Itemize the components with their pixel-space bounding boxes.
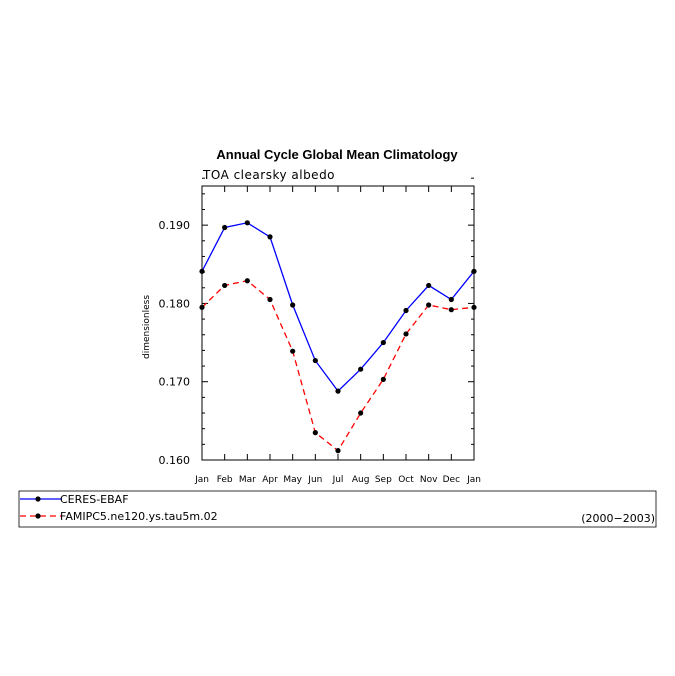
data-point xyxy=(358,410,364,416)
series-line-0 xyxy=(201,222,475,393)
legend-items: CERES-EBAF FAMIPC5.ne120.ys.tau5m.02 xyxy=(20,493,218,523)
y-tick-labels: 0.160 0.170 0.180 0.190 xyxy=(159,219,191,467)
data-point xyxy=(471,268,477,274)
x-tick-label: May xyxy=(283,475,302,485)
data-point xyxy=(448,307,454,313)
x-tick-label: Feb xyxy=(217,475,233,485)
data-point xyxy=(426,282,432,289)
y-tick-label: 0.180 xyxy=(159,297,191,310)
legend-marker-0 xyxy=(35,496,41,502)
data-point xyxy=(312,357,318,364)
legend-box xyxy=(18,490,657,528)
legend-marker-1 xyxy=(35,513,41,519)
data-point xyxy=(426,302,432,308)
x-tick-label: Dec xyxy=(443,475,460,485)
x-tick-label: Jun xyxy=(307,475,322,485)
x-tick-label: Jul xyxy=(332,475,344,485)
x-tick-label: Jan xyxy=(194,475,209,485)
legend-period: (2000−2003) xyxy=(581,512,655,525)
data-point xyxy=(448,296,454,303)
y-tick-label: 0.160 xyxy=(159,454,191,467)
data-point xyxy=(471,304,477,310)
data-point xyxy=(244,220,250,226)
y-tick-label: 0.190 xyxy=(159,219,191,232)
x-tick-label: Oct xyxy=(398,475,414,485)
data-point xyxy=(267,296,273,303)
x-tick-label: Sep xyxy=(375,475,392,485)
x-tick-label: Aug xyxy=(352,475,370,485)
plot-frame xyxy=(201,185,475,461)
series-line-1 xyxy=(201,279,475,452)
data-point xyxy=(244,278,250,284)
data-point xyxy=(335,388,341,394)
data-point xyxy=(290,348,296,354)
data-point xyxy=(222,282,228,289)
data-point xyxy=(222,224,228,231)
data-point xyxy=(358,366,364,372)
legend-label-0: CERES-EBAF xyxy=(60,493,129,506)
x-tick-label: Apr xyxy=(262,475,278,485)
axis-ticks xyxy=(201,177,475,461)
data-point xyxy=(290,302,296,308)
x-tick-label: Mar xyxy=(239,475,256,485)
x-tick-label: Nov xyxy=(420,475,438,485)
chart-title: Annual Cycle Global Mean Climatology xyxy=(216,147,458,162)
data-point xyxy=(380,339,386,346)
data-point xyxy=(199,268,205,274)
legend-label-1: FAMIPC5.ne120.ys.tau5m.02 xyxy=(60,510,218,523)
chart-subtitle: TOA clearsky albedo xyxy=(202,168,335,182)
data-point xyxy=(335,448,341,454)
y-axis-label: dimensionless xyxy=(142,295,152,359)
data-point xyxy=(199,304,205,310)
data-point xyxy=(380,376,386,382)
data-point xyxy=(403,307,409,314)
series-layer xyxy=(199,220,477,454)
data-point xyxy=(312,430,318,436)
data-point xyxy=(267,234,273,240)
data-point xyxy=(403,331,409,337)
y-tick-label: 0.170 xyxy=(159,376,191,389)
x-tick-label: Jan xyxy=(466,475,481,485)
x-tick-labels: Jan Feb Mar Apr May Jun Jul Aug Sep Oct Nov Dec Jan xyxy=(194,475,481,485)
